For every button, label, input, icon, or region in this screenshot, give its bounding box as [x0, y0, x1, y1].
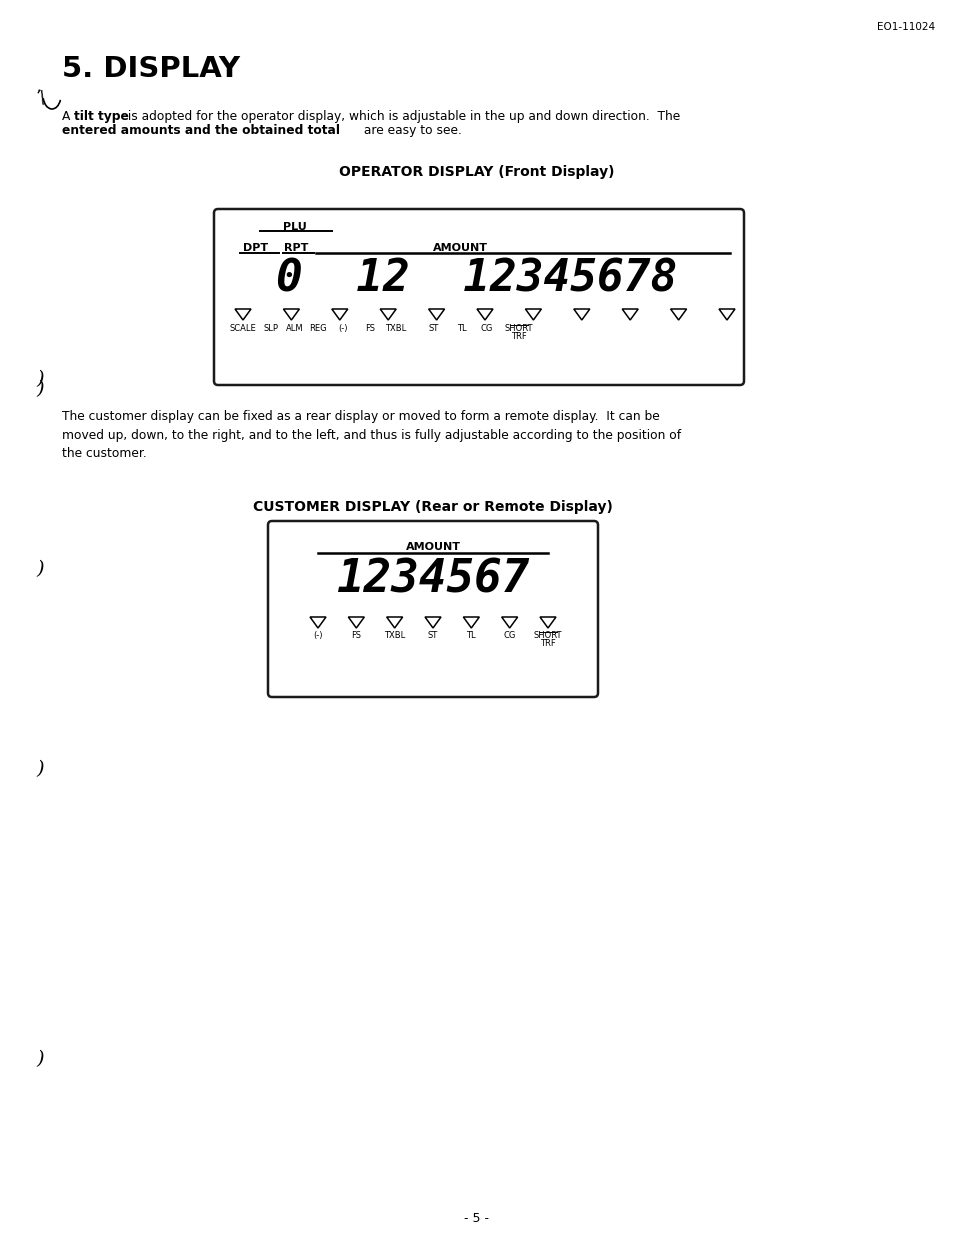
Text: ): ): [36, 560, 44, 578]
Text: 1234567: 1234567: [336, 557, 529, 602]
Text: entered amounts and the obtained total: entered amounts and the obtained total: [62, 124, 339, 137]
Text: ST: ST: [428, 630, 437, 640]
Text: (-): (-): [338, 324, 348, 333]
Text: CUSTOMER DISPLAY (Rear or Remote Display): CUSTOMER DISPLAY (Rear or Remote Display…: [253, 500, 612, 514]
Text: is adopted for the operator display, which is adjustable in the up and down dire: is adopted for the operator display, whi…: [124, 110, 679, 123]
Text: AMOUNT: AMOUNT: [405, 542, 460, 552]
Text: TL: TL: [456, 324, 466, 333]
Text: TRF: TRF: [511, 333, 526, 341]
Text: SHORT: SHORT: [504, 324, 533, 333]
Text: CG: CG: [480, 324, 493, 333]
Text: TXBL: TXBL: [385, 324, 406, 333]
Text: RPT: RPT: [284, 243, 308, 253]
Text: PLU: PLU: [283, 222, 307, 232]
Text: OPERATOR DISPLAY (Front Display): OPERATOR DISPLAY (Front Display): [339, 165, 614, 179]
Text: ): ): [36, 759, 44, 778]
Text: ’\: ’\: [33, 88, 47, 108]
Text: tilt type: tilt type: [74, 110, 129, 123]
Text: are easy to see.: are easy to see.: [359, 124, 461, 137]
FancyBboxPatch shape: [213, 208, 743, 385]
FancyBboxPatch shape: [268, 521, 598, 697]
Text: ): ): [36, 380, 44, 398]
Text: SHORT: SHORT: [533, 630, 561, 640]
Text: AMOUNT: AMOUNT: [432, 243, 487, 253]
Text: ST: ST: [429, 324, 438, 333]
Text: - 5 -: - 5 -: [464, 1212, 489, 1225]
Text: EO1-11024: EO1-11024: [876, 22, 934, 32]
Text: ALM: ALM: [286, 324, 303, 333]
Text: ): ): [36, 370, 44, 388]
Text: FS: FS: [351, 630, 361, 640]
Text: FS: FS: [365, 324, 375, 333]
Text: TL: TL: [466, 630, 476, 640]
Text: (-): (-): [313, 630, 322, 640]
Text: DPT: DPT: [243, 243, 268, 253]
Text: 0  12  12345678: 0 12 12345678: [276, 257, 677, 300]
Text: TXBL: TXBL: [384, 630, 405, 640]
Text: A: A: [62, 110, 74, 123]
Text: 5. DISPLAY: 5. DISPLAY: [62, 55, 240, 83]
Text: TRF: TRF: [539, 639, 556, 648]
Text: SLP: SLP: [263, 324, 278, 333]
Text: ): ): [36, 1050, 44, 1069]
Text: REG: REG: [309, 324, 327, 333]
Text: SCALE: SCALE: [230, 324, 256, 333]
Text: The customer display can be fixed as a rear display or moved to form a remote di: The customer display can be fixed as a r…: [62, 410, 680, 460]
Text: CG: CG: [503, 630, 516, 640]
